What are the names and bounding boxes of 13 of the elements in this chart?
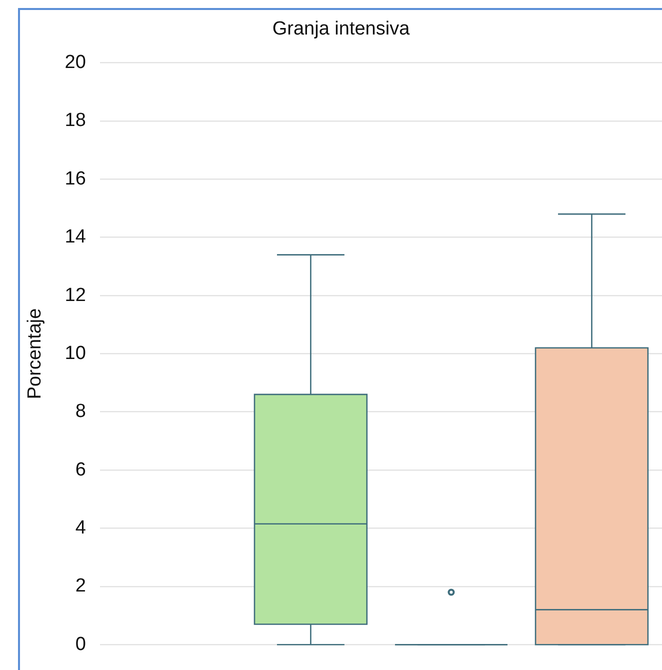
chart-title: Granja intensiva	[272, 18, 410, 40]
y-tick-label: 20	[64, 52, 86, 74]
y-axis-title: Porcentaje	[24, 308, 46, 400]
y-tick-label: 8	[75, 401, 86, 422]
y-tick-label: 14	[64, 226, 86, 248]
y-tick-label: 4	[75, 517, 86, 538]
y-tick-label: 0	[75, 634, 86, 655]
y-tick-label: 16	[64, 168, 86, 190]
y-tick-label: 12	[64, 284, 86, 306]
y-tick-label: 6	[75, 459, 86, 480]
y-tick-label: 18	[64, 110, 86, 132]
y-tick-label: 10	[64, 342, 86, 364]
y-tick-label: 2	[75, 576, 86, 597]
